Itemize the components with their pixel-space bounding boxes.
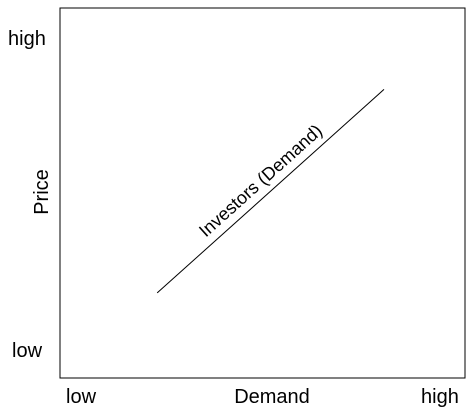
x-axis-label: Demand	[234, 386, 310, 408]
y-tick-high: high	[8, 28, 46, 50]
y-tick-low: low	[12, 340, 43, 362]
y-axis-label: Price	[31, 169, 53, 215]
x-tick-low: low	[66, 386, 97, 408]
series-line-investors-demand	[156, 89, 385, 294]
series-label-investors-demand: Investors (Demand)	[195, 120, 326, 240]
x-tick-high: high	[421, 386, 459, 408]
plot-frame	[59, 7, 466, 379]
